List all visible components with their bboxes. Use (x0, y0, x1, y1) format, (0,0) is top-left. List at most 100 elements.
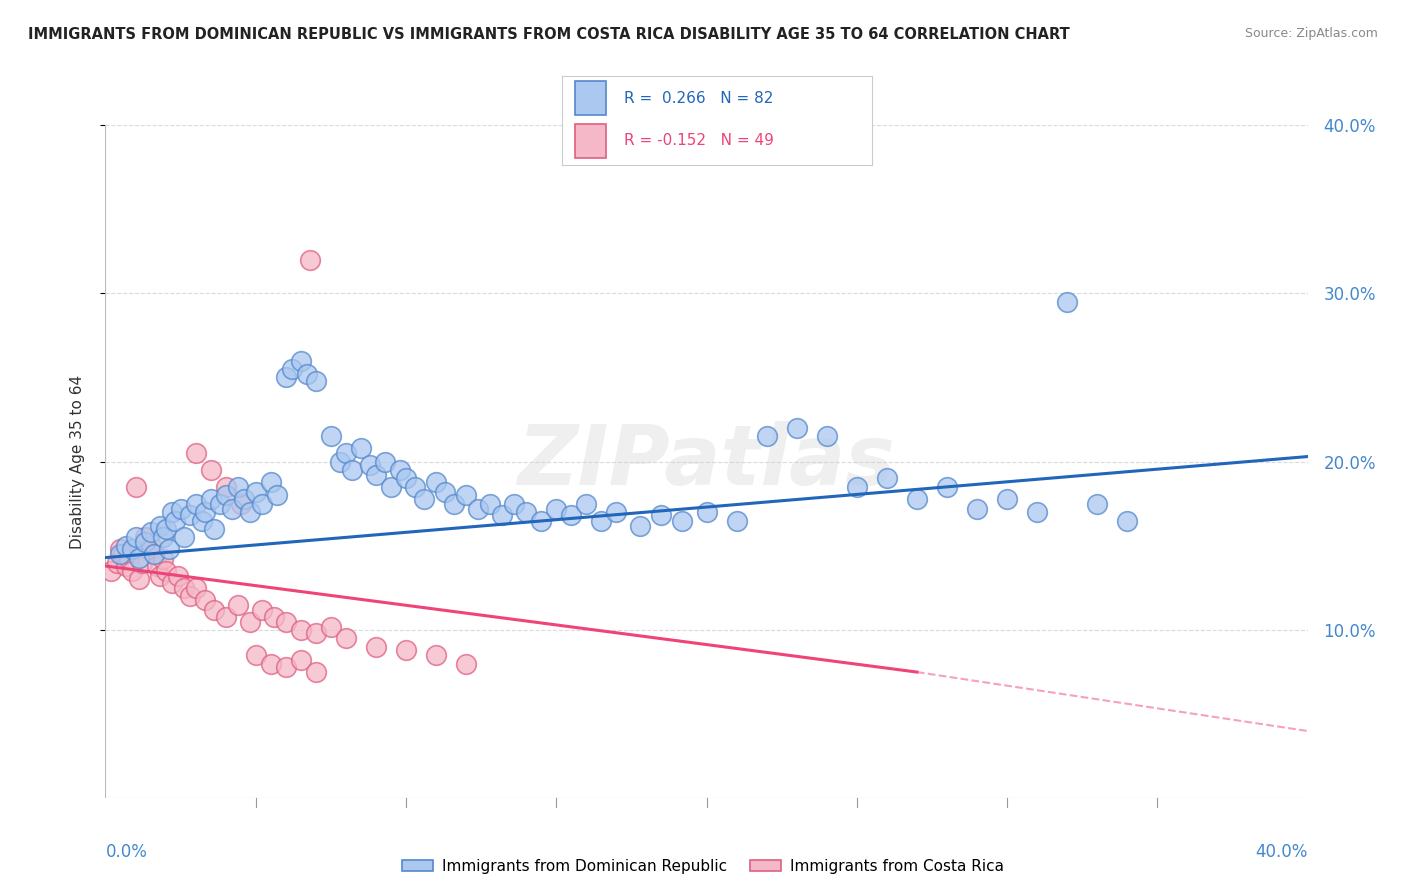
Point (260, 657, 283, 671)
FancyBboxPatch shape (575, 124, 606, 158)
Point (1085, 497, 1108, 511)
Point (443, 497, 465, 511)
Point (163, 514, 186, 528)
Legend: Immigrants from Dominican Republic, Immigrants from Costa Rica: Immigrants from Dominican Republic, Immi… (396, 853, 1010, 880)
Point (290, 623, 312, 637)
Point (298, 252, 321, 267)
Point (1116, 514, 1139, 528)
Point (335, 632, 357, 646)
Point (454, 657, 477, 671)
Point (815, 429, 838, 443)
Point (160, 505, 183, 519)
Point (110, 542, 132, 557)
Point (395, 643, 418, 657)
Point (221, 501, 243, 516)
Point (239, 505, 262, 519)
Point (250, 603, 273, 617)
Point (152, 552, 174, 566)
Point (560, 508, 582, 523)
Point (425, 648, 447, 663)
Point (131, 556, 153, 570)
Point (266, 488, 288, 502)
Point (184, 446, 207, 460)
Point (876, 471, 898, 485)
Point (329, 455, 352, 469)
Point (364, 468, 387, 483)
Point (110, 547, 132, 561)
Point (179, 508, 201, 523)
Point (214, 609, 236, 624)
Point (142, 547, 165, 561)
Point (295, 367, 318, 381)
Point (755, 429, 778, 443)
Point (628, 518, 651, 533)
Point (786, 421, 808, 435)
Point (200, 463, 222, 477)
Point (591, 514, 613, 528)
Point (214, 480, 236, 494)
Point (139, 525, 162, 540)
Point (157, 542, 180, 557)
Point (245, 648, 267, 663)
Point (245, 484, 267, 499)
Point (966, 501, 988, 516)
Point (290, 653, 312, 667)
Point (335, 446, 357, 460)
Point (232, 491, 254, 506)
Point (936, 480, 959, 494)
Point (115, 559, 138, 574)
Point (208, 497, 231, 511)
Point (169, 501, 191, 516)
FancyBboxPatch shape (575, 81, 606, 115)
Point (226, 480, 249, 494)
Point (100, 564, 122, 578)
Point (319, 429, 342, 443)
Point (250, 497, 273, 511)
Point (305, 374, 328, 388)
Point (173, 530, 195, 544)
Point (605, 505, 627, 519)
Point (194, 592, 217, 607)
Point (155, 564, 177, 578)
Point (530, 514, 553, 528)
Point (145, 559, 167, 574)
Point (194, 505, 217, 519)
Point (725, 514, 748, 528)
Point (575, 497, 598, 511)
Point (121, 564, 143, 578)
Point (118, 552, 141, 566)
Point (214, 488, 236, 502)
Point (350, 441, 373, 455)
Point (290, 353, 312, 368)
Point (115, 539, 138, 553)
Point (515, 505, 537, 519)
Text: ZIPatlas: ZIPatlas (517, 421, 896, 502)
Point (454, 488, 477, 502)
Point (395, 471, 418, 485)
Point (650, 508, 672, 523)
Point (128, 573, 150, 587)
Point (107, 556, 129, 570)
Point (263, 609, 285, 624)
Point (671, 514, 693, 528)
Point (305, 665, 328, 679)
Text: R =  0.266   N = 82: R = 0.266 N = 82 (624, 91, 773, 105)
Point (434, 484, 457, 499)
Point (190, 514, 212, 528)
Point (173, 581, 195, 595)
Point (546, 501, 568, 516)
Text: 40.0%: 40.0% (1256, 843, 1308, 861)
Point (148, 569, 170, 583)
Point (134, 530, 156, 544)
Point (845, 480, 868, 494)
Point (340, 463, 363, 477)
Point (491, 508, 513, 523)
Point (152, 530, 174, 544)
Point (202, 603, 225, 617)
Point (184, 497, 207, 511)
Point (142, 547, 165, 561)
Point (425, 475, 447, 489)
Point (388, 463, 411, 477)
Point (467, 501, 489, 516)
Point (155, 522, 177, 536)
